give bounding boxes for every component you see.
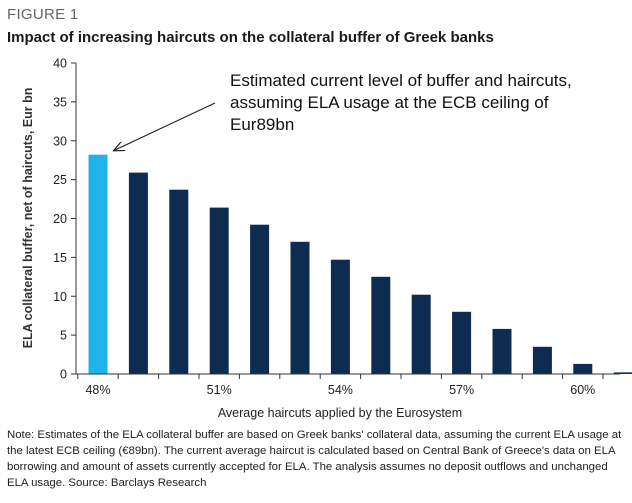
x-tick-label: 54% bbox=[328, 383, 353, 397]
bar-48pct bbox=[88, 154, 108, 374]
chart-note: Note: Estimates of the ELA collateral bu… bbox=[7, 429, 622, 489]
annotation-line: Eur89bn bbox=[230, 115, 294, 134]
bar-chart: 0 5 10 15 20 25 30 35 40 48% 51% 54% 57% 60% Estimate… bbox=[21, 57, 632, 420]
bar-55pct bbox=[371, 276, 391, 374]
bar-53pct bbox=[290, 241, 310, 374]
figure-label: FIGURE 1 bbox=[7, 6, 79, 23]
y-tick-label: 10 bbox=[53, 290, 67, 304]
y-tick-label: 25 bbox=[53, 173, 67, 187]
y-tick-label: 0 bbox=[60, 368, 67, 382]
bar-57pct bbox=[452, 311, 472, 374]
bar-60pct bbox=[573, 363, 593, 374]
x-tick-label: 48% bbox=[85, 383, 110, 397]
x-axis-title: Average haircuts applied by the Eurosyst… bbox=[218, 406, 462, 420]
bar-49pct bbox=[128, 172, 148, 374]
y-tick-label: 40 bbox=[53, 57, 67, 71]
y-tick-label: 20 bbox=[53, 212, 67, 226]
bar-56pct bbox=[411, 294, 431, 374]
bar-59pct bbox=[532, 346, 552, 374]
x-tick-label: 51% bbox=[207, 383, 232, 397]
y-tick-label: 35 bbox=[53, 95, 67, 109]
bar-50pct bbox=[169, 189, 189, 374]
y-tick-label: 5 bbox=[60, 329, 67, 343]
bar-51pct bbox=[209, 207, 229, 374]
x-tick-label: 57% bbox=[449, 383, 474, 397]
annotation-line: assuming ELA usage at the ECB ceiling of bbox=[230, 93, 549, 112]
bar-61pct bbox=[613, 372, 632, 374]
bar-52pct bbox=[250, 224, 270, 374]
x-tick-label: 60% bbox=[570, 383, 595, 397]
y-tick-label: 15 bbox=[53, 251, 67, 265]
bar-58pct bbox=[492, 328, 512, 374]
y-tick-label: 30 bbox=[53, 134, 67, 148]
annotation-arrow bbox=[114, 102, 216, 151]
annotation-line: Estimated current level of buffer and ha… bbox=[230, 71, 572, 90]
y-axis-title: ELA collateral buffer, net of haircuts, … bbox=[21, 88, 35, 349]
bar-54pct bbox=[330, 259, 350, 374]
figure-title: Impact of increasing haircuts on the col… bbox=[7, 29, 494, 46]
